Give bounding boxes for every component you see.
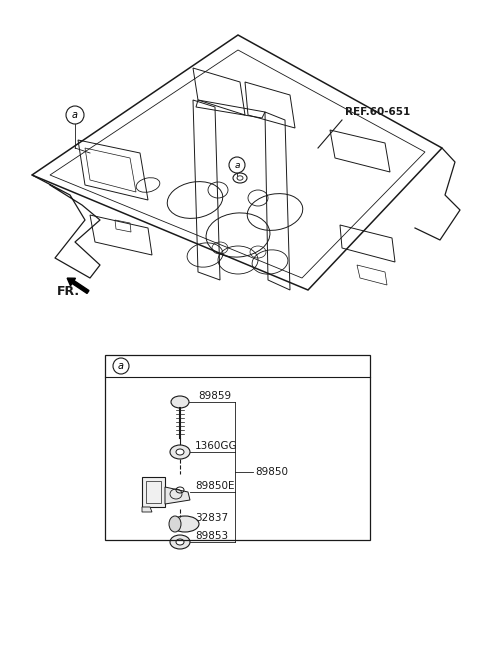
- Polygon shape: [142, 477, 165, 507]
- Ellipse shape: [170, 445, 190, 459]
- Ellipse shape: [170, 535, 190, 549]
- Circle shape: [66, 106, 84, 124]
- Text: REF.60-651: REF.60-651: [345, 107, 410, 117]
- Text: 89853: 89853: [195, 531, 228, 541]
- Ellipse shape: [171, 396, 189, 408]
- Text: 32837: 32837: [195, 513, 228, 523]
- Circle shape: [229, 157, 245, 173]
- Text: 1360GG: 1360GG: [195, 441, 238, 451]
- Text: a: a: [118, 361, 124, 371]
- Text: a: a: [234, 160, 240, 170]
- Ellipse shape: [176, 449, 184, 455]
- Text: FR.: FR.: [57, 285, 80, 298]
- FancyArrow shape: [67, 278, 89, 294]
- Text: 89859: 89859: [198, 391, 231, 401]
- Text: 89850: 89850: [255, 467, 288, 477]
- Bar: [105, 355, 370, 540]
- Polygon shape: [165, 487, 190, 504]
- Ellipse shape: [169, 516, 181, 532]
- Text: 89850E: 89850E: [195, 481, 235, 491]
- Ellipse shape: [176, 539, 184, 545]
- Circle shape: [113, 358, 129, 374]
- Ellipse shape: [171, 516, 199, 532]
- Text: a: a: [72, 110, 78, 120]
- Polygon shape: [142, 507, 152, 512]
